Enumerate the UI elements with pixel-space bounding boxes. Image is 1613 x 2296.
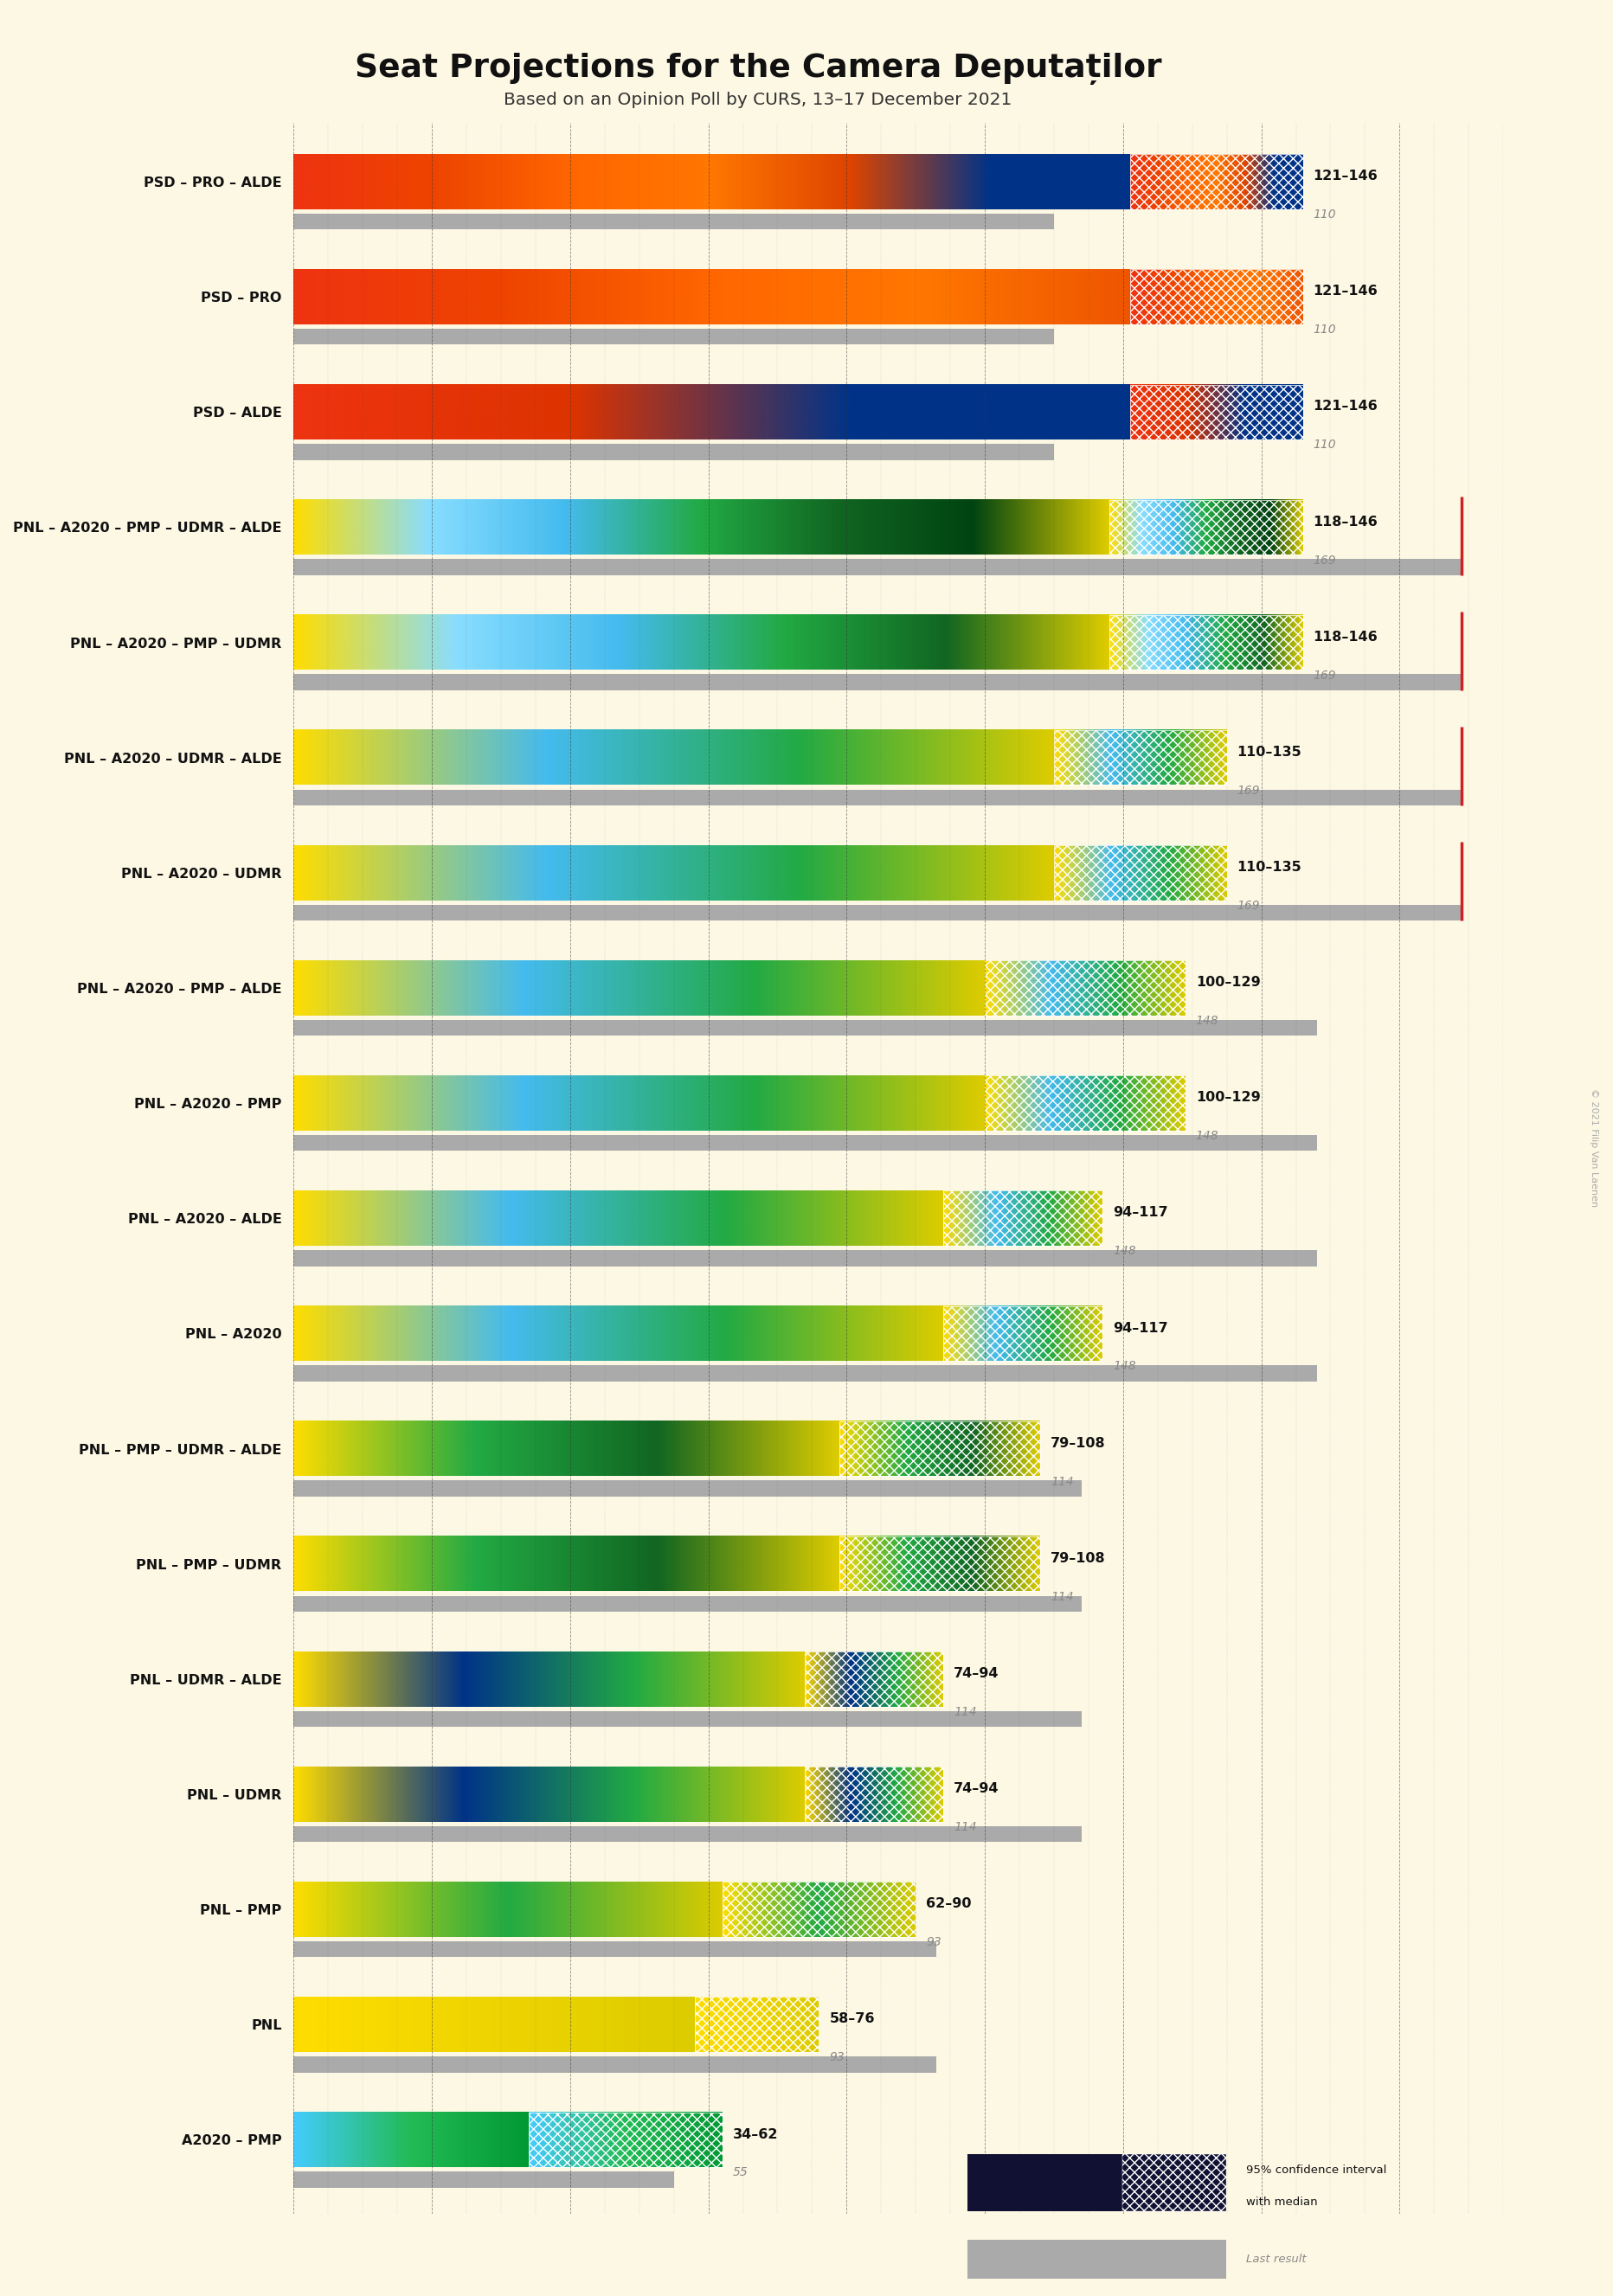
Bar [294,443,1053,459]
Text: 79–108: 79–108 [1050,1437,1105,1449]
Text: 148: 148 [1113,1244,1136,1258]
Text: 34–62: 34–62 [732,2128,777,2140]
Text: 74–94: 74–94 [953,1782,998,1795]
Text: 74–94: 74–94 [953,1667,998,1681]
Bar [805,1766,944,1821]
Text: 121–146: 121–146 [1313,170,1378,184]
Bar [294,214,1053,230]
Bar [968,2239,1226,2278]
Text: with median: with median [1247,2197,1318,2209]
Text: 169: 169 [1313,553,1336,567]
Bar [294,790,1461,806]
Bar [1110,615,1303,670]
Text: 169: 169 [1237,900,1260,912]
Text: 93: 93 [926,1936,942,1949]
Text: 93: 93 [829,2050,845,2064]
Text: 58–76: 58–76 [829,2014,874,2025]
Bar [529,2112,723,2167]
Text: 94–117: 94–117 [1113,1205,1168,1219]
Bar [840,1536,1040,1591]
Text: 79–108: 79–108 [1050,1552,1105,1566]
Text: 100–129: 100–129 [1195,1091,1260,1104]
Bar [294,1481,1082,1497]
Bar [294,1711,1082,1727]
Bar [695,1998,819,2053]
Bar [294,905,1461,921]
Text: Seat Projections for the Camera Deputaților: Seat Projections for the Camera Deputați… [355,53,1161,85]
Bar [294,2172,674,2188]
Bar [1131,383,1303,439]
Bar [1110,501,1303,556]
Text: 110: 110 [1313,439,1336,450]
Text: 148: 148 [1113,1359,1136,1373]
Text: 100–129: 100–129 [1195,976,1260,990]
Text: 62–90: 62–90 [926,1896,971,1910]
Text: 110–135: 110–135 [1237,861,1302,875]
Bar [294,560,1461,574]
Bar [1053,845,1227,900]
Bar [294,1596,1082,1612]
Bar [294,1825,1082,1841]
Bar [1131,269,1303,324]
Text: 110: 110 [1313,209,1336,220]
Bar [294,1366,1316,1382]
Text: 94–117: 94–117 [1113,1322,1168,1334]
Bar [1123,2154,1226,2211]
Text: 114: 114 [1050,1476,1074,1488]
Bar [944,1306,1102,1362]
Bar [805,1651,944,1706]
Bar [294,1940,937,1956]
Text: 95% confidence interval: 95% confidence interval [1247,2165,1387,2177]
Text: 114: 114 [953,1821,977,1832]
Bar [294,2057,937,2073]
Text: 114: 114 [953,1706,977,1717]
Text: 118–146: 118–146 [1313,631,1378,643]
Text: Based on an Opinion Poll by CURS, 13–17 December 2021: Based on an Opinion Poll by CURS, 13–17 … [503,92,1013,108]
Bar [968,2154,1123,2211]
Bar [723,1883,916,1938]
Bar [294,1134,1316,1150]
Bar [840,1421,1040,1476]
Text: 114: 114 [1050,1591,1074,1603]
Bar [294,1019,1316,1035]
Text: © 2021 Filip Van Laenen: © 2021 Filip Van Laenen [1589,1088,1598,1208]
Bar [1131,154,1303,209]
Text: 110–135: 110–135 [1237,746,1302,758]
Bar [294,328,1053,344]
Text: 110: 110 [1313,324,1336,335]
Text: 148: 148 [1195,1130,1219,1141]
Text: 118–146: 118–146 [1313,514,1378,528]
Text: 148: 148 [1195,1015,1219,1026]
Bar [986,960,1186,1015]
Text: Last result: Last result [1247,2252,1307,2264]
Bar [1053,730,1227,785]
Text: 169: 169 [1237,785,1260,797]
Bar [986,1075,1186,1130]
Text: 169: 169 [1313,668,1336,682]
Text: 55: 55 [732,2167,748,2179]
Bar [294,1251,1316,1265]
Text: 121–146: 121–146 [1313,285,1378,298]
Bar [944,1192,1102,1247]
Text: 121–146: 121–146 [1313,400,1378,413]
Bar [294,675,1461,691]
Bar [1123,2154,1226,2211]
